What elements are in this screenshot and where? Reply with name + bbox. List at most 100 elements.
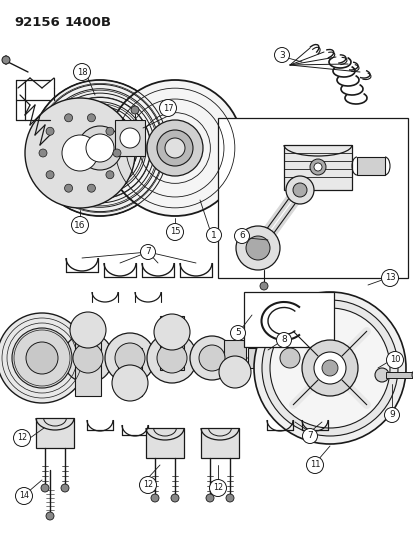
Circle shape [285, 176, 313, 204]
Circle shape [306, 456, 323, 473]
Bar [243, 292, 333, 347]
Text: 12: 12 [17, 433, 27, 442]
Text: 92156: 92156 [14, 16, 59, 29]
Circle shape [41, 484, 49, 492]
Circle shape [64, 114, 72, 122]
Circle shape [274, 47, 289, 62]
Circle shape [230, 326, 245, 341]
Circle shape [120, 128, 140, 148]
Circle shape [276, 333, 291, 348]
Bar [146, 428, 183, 458]
Circle shape [140, 245, 155, 260]
Text: 12: 12 [142, 481, 153, 489]
Circle shape [70, 312, 106, 348]
Circle shape [86, 134, 114, 162]
Circle shape [15, 488, 33, 505]
Circle shape [374, 368, 388, 382]
Text: 1400B: 1400B [65, 16, 112, 29]
Text: 8: 8 [280, 335, 286, 344]
Circle shape [63, 333, 113, 383]
Text: 3: 3 [278, 51, 284, 60]
Bar [159, 316, 183, 370]
Circle shape [74, 63, 90, 80]
Text: 15: 15 [169, 228, 180, 237]
Circle shape [245, 236, 269, 260]
Circle shape [166, 223, 183, 240]
Circle shape [73, 343, 103, 373]
Circle shape [157, 130, 192, 166]
Circle shape [279, 348, 299, 368]
Bar [283, 145, 351, 190]
Circle shape [154, 314, 190, 350]
Bar [115, 120, 145, 156]
Circle shape [206, 228, 221, 243]
Circle shape [159, 100, 176, 117]
Circle shape [171, 494, 178, 502]
Circle shape [254, 292, 405, 444]
Circle shape [386, 351, 403, 368]
Bar [385, 372, 413, 378]
Circle shape [261, 300, 397, 436]
Text: 11: 11 [309, 461, 320, 470]
Circle shape [411, 369, 413, 381]
Text: 12: 12 [212, 483, 223, 492]
Circle shape [0, 313, 87, 403]
Text: 13: 13 [384, 273, 394, 282]
Circle shape [14, 430, 31, 447]
Circle shape [113, 149, 121, 157]
Circle shape [46, 171, 54, 179]
Circle shape [32, 80, 168, 216]
Circle shape [313, 352, 345, 384]
Circle shape [139, 477, 156, 494]
Circle shape [218, 356, 250, 388]
Circle shape [87, 184, 95, 192]
Circle shape [301, 340, 357, 396]
Circle shape [190, 336, 233, 380]
Circle shape [157, 343, 187, 373]
Text: 7: 7 [306, 432, 312, 440]
Circle shape [64, 184, 72, 192]
Circle shape [165, 138, 185, 158]
Circle shape [39, 149, 47, 157]
Circle shape [105, 333, 154, 383]
Circle shape [147, 333, 197, 383]
Circle shape [112, 365, 147, 401]
Circle shape [2, 56, 10, 64]
Circle shape [302, 429, 317, 443]
Text: 17: 17 [162, 103, 173, 112]
Circle shape [269, 308, 389, 428]
Circle shape [292, 183, 306, 197]
Circle shape [147, 120, 202, 176]
Circle shape [62, 135, 98, 171]
Circle shape [235, 226, 279, 270]
Circle shape [321, 360, 337, 376]
Circle shape [151, 494, 159, 502]
Bar [118, 348, 142, 396]
Text: 1: 1 [211, 230, 216, 239]
Bar [75, 320, 101, 396]
Circle shape [225, 494, 233, 502]
Bar [223, 340, 245, 376]
Circle shape [115, 343, 145, 373]
Circle shape [199, 345, 224, 371]
Text: 10: 10 [389, 356, 399, 365]
Circle shape [107, 80, 242, 216]
Circle shape [206, 494, 214, 502]
Circle shape [131, 106, 139, 114]
Text: 7: 7 [145, 247, 150, 256]
Circle shape [309, 159, 325, 175]
Circle shape [46, 512, 54, 520]
Circle shape [106, 127, 114, 135]
Circle shape [78, 126, 122, 170]
Circle shape [61, 484, 69, 492]
Circle shape [106, 171, 114, 179]
Circle shape [25, 98, 135, 208]
Circle shape [87, 114, 95, 122]
Circle shape [384, 408, 399, 423]
Text: 18: 18 [76, 68, 87, 77]
Circle shape [259, 282, 267, 290]
Circle shape [234, 229, 249, 244]
Circle shape [26, 342, 58, 374]
Text: 5: 5 [235, 328, 240, 337]
Circle shape [209, 480, 226, 497]
